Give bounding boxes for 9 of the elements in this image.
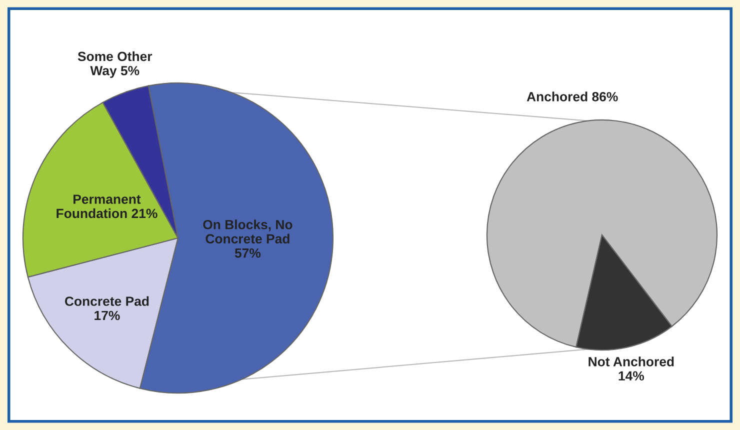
slice-label: Permanent Foundation 21% xyxy=(56,194,158,218)
slice-label: Not Anchored xyxy=(588,356,674,366)
slice-label: Anchored 86% xyxy=(526,92,618,102)
data-label: 14% xyxy=(618,371,644,381)
slice-label: On Blocks, No Concrete Pad xyxy=(203,220,292,244)
data-label: 17% xyxy=(94,310,120,320)
slice-label: Some Other Way 5% xyxy=(78,51,152,78)
slice-label: Concrete Pad xyxy=(64,296,149,306)
data-label: 57% xyxy=(234,248,261,258)
